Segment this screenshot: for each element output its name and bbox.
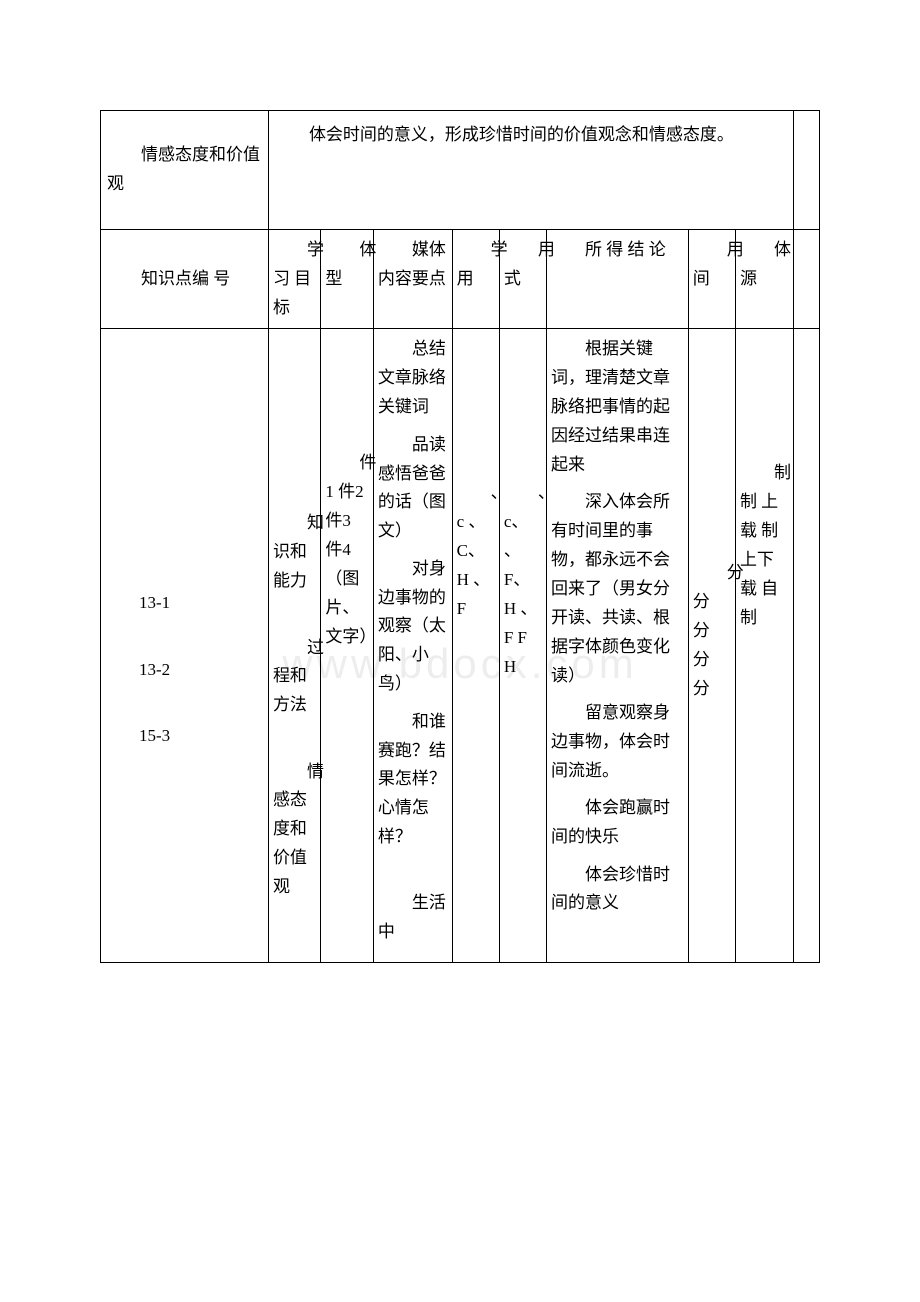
table-row: 13-1 13-2 15-3 知识和能力 过程和方法 情感态度和价值观 件1 件…	[101, 329, 820, 962]
body-c4-a: 总结文章脉络关键词	[378, 335, 448, 422]
hdr-empty	[793, 229, 819, 329]
hdr-c4-text: 媒体内容要点	[378, 236, 448, 294]
body-c5: 、c 、C、H 、F	[452, 329, 499, 962]
body-c7-c: 留意观察身边事物，体会时间流逝。	[551, 699, 684, 786]
body-c3-text: 件1 件2 件3 件4（图片、文字）	[325, 449, 368, 651]
body-c2-c: 情感态度和价值观	[273, 758, 316, 902]
row1-label-text: 情感态度和价值观	[107, 141, 262, 199]
body-c2-a: 知识和能力	[273, 509, 316, 596]
body-c9-text: 制 制 上载 制 上下载 自制	[740, 459, 789, 632]
body-c4-b: 品读感悟爸爸的话（图文）	[378, 431, 448, 547]
hdr-c7: 所 得 结 论	[547, 229, 689, 329]
page-container: 情感态度和价值观 体会时间的意义，形成珍惜时间的价值观念和情感态度。 知识点编 …	[0, 0, 920, 1023]
body-c5-text: 、c 、C、H 、F	[457, 479, 495, 623]
body-c9: 制 制 上载 制 上下载 自制	[735, 329, 793, 962]
hdr-c7-text: 所 得 结 论	[551, 236, 684, 265]
body-c7: 根据关键词，理清楚文章脉络把事情的起因经过结果串连起来 深入体会所有时间里的事物…	[547, 329, 689, 962]
body-c1: 13-1 13-2 15-3	[101, 329, 269, 962]
body-c7-b: 深入体会所有时间里的事物，都永远不会回来了（男女分开读、共读、根据字体颜色变化读…	[551, 488, 684, 690]
hdr-c8: 用 间	[688, 229, 735, 329]
row1-label: 情感态度和价值观	[101, 111, 269, 230]
body-c7-a: 根据关键词，理清楚文章脉络把事情的起因经过结果串连起来	[551, 335, 684, 479]
body-c4-e: 生活中	[378, 889, 448, 947]
hdr-c6-text: 用 式	[504, 236, 542, 294]
body-c1-a: 13-1	[105, 589, 264, 618]
hdr-c1-text: 知识点编 号	[107, 265, 262, 294]
hdr-c3: 体 型	[321, 229, 373, 329]
body-c1-b: 13-2	[105, 656, 264, 685]
body-empty	[793, 329, 819, 962]
hdr-c5: 学 用	[452, 229, 499, 329]
hdr-c5-text: 学 用	[457, 236, 495, 294]
body-c1-c: 15-3	[105, 722, 264, 751]
body-c4-d: 和谁赛跑？结果怎样？心情怎样？	[378, 708, 448, 852]
lesson-table: 情感态度和价值观 体会时间的意义，形成珍惜时间的价值观念和情感态度。 知识点编 …	[100, 110, 820, 963]
row1-text: 体会时间的意义，形成珍惜时间的价值观念和情感态度。	[275, 121, 787, 150]
body-c7-e: 体会珍惜时间的意义	[551, 861, 684, 919]
body-c6: 、c、 、F、H 、F F H	[499, 329, 546, 962]
body-c7-d: 体会跑赢时间的快乐	[551, 794, 684, 852]
hdr-c2: 学 习 目 标	[268, 229, 320, 329]
row1-text-cell: 体会时间的意义，形成珍惜时间的价值观念和情感态度。	[268, 111, 793, 230]
hdr-c4: 媒体内容要点	[373, 229, 452, 329]
hdr-c3-text: 体 型	[325, 236, 368, 294]
table-row: 知识点编 号 学 习 目 标 体 型 媒体内容要点 学 用 用 式 所 得 结 …	[101, 229, 820, 329]
body-c8-text: 分 分 分 分 分	[693, 559, 731, 703]
body-c2-b: 过程和方法	[273, 634, 316, 721]
table-row: 情感态度和价值观 体会时间的意义，形成珍惜时间的价值观念和情感态度。	[101, 111, 820, 230]
row1-empty	[793, 111, 819, 230]
body-c4-c: 对身边事物的观察（太阳、小鸟）	[378, 555, 448, 699]
hdr-c2-text: 学 习 目 标	[273, 236, 316, 323]
hdr-c1: 知识点编 号	[101, 229, 269, 329]
body-c2: 知识和能力 过程和方法 情感态度和价值观	[268, 329, 320, 962]
hdr-c9: 体 源	[735, 229, 793, 329]
body-c3: 件1 件2 件3 件4（图片、文字）	[321, 329, 373, 962]
body-c6-text: 、c、 、F、H 、F F H	[504, 479, 542, 681]
hdr-c9-text: 体 源	[740, 236, 789, 294]
body-c4: 总结文章脉络关键词 品读感悟爸爸的话（图文） 对身边事物的观察（太阳、小鸟） 和…	[373, 329, 452, 962]
hdr-c8-text: 用 间	[693, 236, 731, 294]
body-c8: 分 分 分 分 分	[688, 329, 735, 962]
